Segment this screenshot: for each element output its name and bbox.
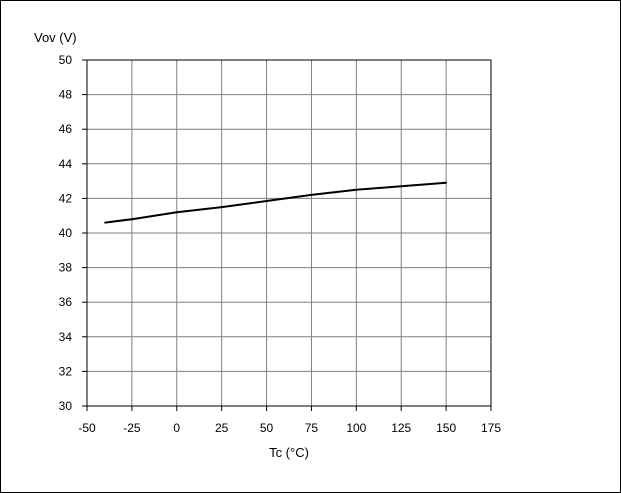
data-point [400,185,403,188]
x-tick-label: 25 [215,421,229,435]
y-tick-label: 34 [59,330,73,344]
y-tick-label: 42 [59,191,73,205]
series-layer [104,181,447,224]
tick-layer: -50 -25 0 25 50 75 100 125 150 175 30 32 34 36 38 40 42 4… [59,53,502,435]
x-axis-label: Tc (°C) [269,445,309,460]
x-tick-label: -25 [123,421,141,435]
data-point [104,221,106,224]
x-tick-label: 150 [436,421,456,435]
y-tick-label: 32 [59,364,73,378]
x-tick-label: 100 [346,421,366,435]
x-tick-label: 175 [481,421,501,435]
y-tick-label: 44 [59,157,73,171]
series-line [104,181,447,224]
x-tick-label: 75 [305,421,319,435]
y-tick-label: 48 [59,88,73,102]
x-tick-label: 50 [260,421,274,435]
data-point [131,218,133,220]
x-tick-label: -50 [78,421,96,435]
grid-layer [87,60,491,406]
data-point [175,211,178,214]
data-point [265,200,268,202]
data-point [445,182,447,184]
data-point [355,188,358,191]
y-tick-label: 30 [59,399,73,413]
x-tick-label: 0 [173,421,180,435]
y-tick-label: 40 [59,226,73,240]
data-point [310,194,313,196]
y-tick-label: 50 [59,53,73,67]
y-tick-label: 36 [59,295,73,309]
y-axis-label: Vov (V) [34,30,77,45]
y-tick-label: 38 [59,261,73,275]
x-tick-label: 125 [391,421,411,435]
y-tick-label: 46 [59,122,73,136]
data-point [220,206,223,208]
